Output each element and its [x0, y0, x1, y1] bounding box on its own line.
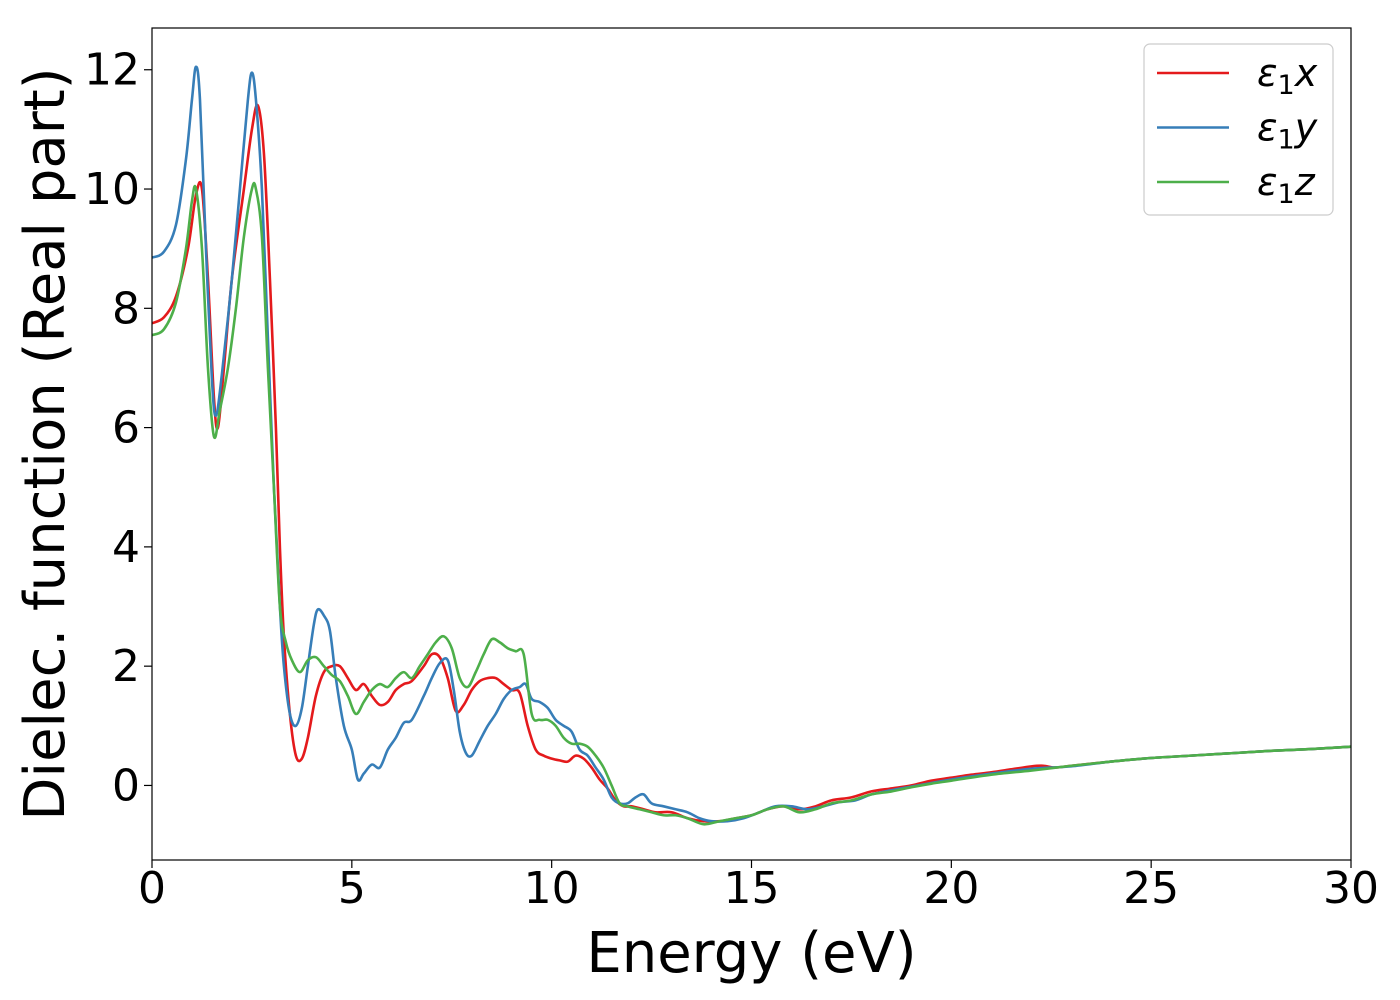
legend-label: ε1y	[1257, 106, 1318, 156]
x-tick-label: 15	[724, 863, 780, 914]
legend-item-x: ε1x	[1157, 51, 1318, 101]
y-tick-label: 4	[112, 522, 140, 573]
y-axis: 0 2 4 6 8 10 12	[84, 45, 152, 811]
series-lines	[152, 65, 1351, 826]
y-tick-label: 12	[84, 45, 140, 96]
y-tick-label: 10	[84, 164, 140, 215]
y-tick-label: 8	[112, 283, 140, 334]
x-tick-label: 20	[923, 863, 979, 914]
y-tick-label: 2	[112, 641, 140, 692]
series-line-z	[152, 181, 1351, 826]
y-tick-label: 0	[112, 760, 140, 811]
y-tick-label: 6	[112, 403, 140, 454]
x-tick-label: 30	[1323, 863, 1379, 914]
legend-item-y: ε1y	[1157, 106, 1318, 156]
legend-label: ε1z	[1257, 160, 1316, 210]
legend-box	[1143, 43, 1334, 216]
x-axis-label: Energy (eV)	[586, 921, 916, 986]
x-tick-label: 0	[138, 863, 166, 914]
x-axis: 0 5 10 15 20 25 30	[138, 860, 1379, 914]
legend-label: ε1x	[1257, 51, 1318, 101]
x-tick-label: 25	[1123, 863, 1179, 914]
y-axis-label: Dielec. function (Real part)	[13, 67, 78, 820]
legend-item-z: ε1z	[1157, 160, 1316, 210]
x-tick-label: 5	[338, 863, 366, 914]
x-tick-label: 10	[524, 863, 580, 914]
